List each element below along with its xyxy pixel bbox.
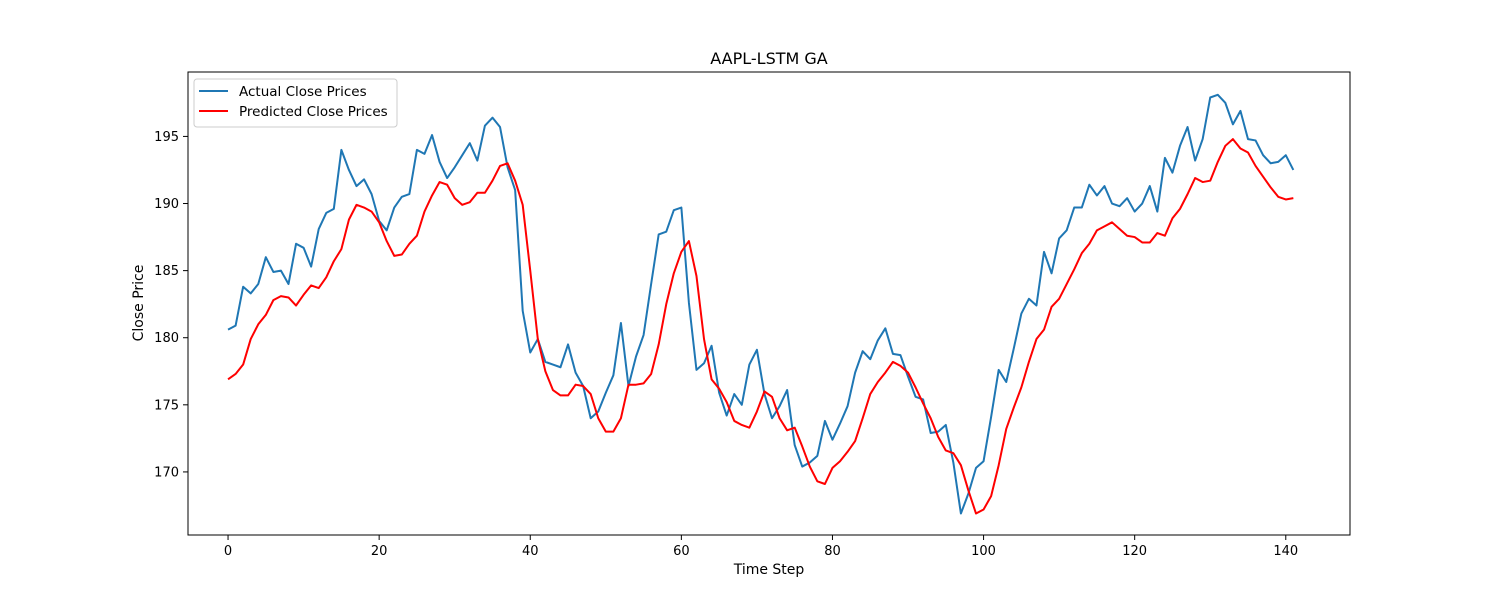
y-tick-label: 185 [154, 264, 179, 279]
y-tick-label: 175 [154, 398, 179, 413]
legend: Actual Close Prices Predicted Close Pric… [193, 78, 398, 128]
legend-label-predicted: Predicted Close Prices [239, 104, 388, 120]
x-tick-label: 0 [224, 544, 232, 559]
x-tick-label: 20 [371, 544, 388, 559]
series-line-predicted [227, 138, 1294, 515]
y-tick-label: 195 [154, 130, 179, 145]
x-axis: 0 20 40 60 80 100 120 140 [224, 535, 1298, 559]
x-tick-label: 140 [1273, 544, 1298, 559]
x-tick-label: 100 [971, 544, 996, 559]
series-line-actual [227, 93, 1295, 515]
y-tick-label: 180 [154, 331, 179, 346]
plot-frame-border [187, 71, 1351, 536]
y-tick-label: 190 [154, 197, 179, 212]
x-axis-label: Time Step [733, 562, 805, 578]
legend-label-actual: Actual Close Prices [239, 84, 367, 100]
x-tick-label: 80 [824, 544, 841, 559]
x-tick-label: 60 [673, 544, 690, 559]
series-layer [227, 93, 1295, 515]
y-axis: 170 175 180 185 190 195 [154, 130, 188, 480]
chart-title: AAPL-LSTM GA [710, 49, 828, 68]
y-axis-label: Close Price [131, 265, 147, 342]
x-tick-label: 40 [522, 544, 539, 559]
y-tick-label: 170 [154, 465, 179, 480]
plot-area [188, 72, 1350, 535]
legend-box [193, 78, 398, 128]
x-tick-label: 120 [1122, 544, 1147, 559]
